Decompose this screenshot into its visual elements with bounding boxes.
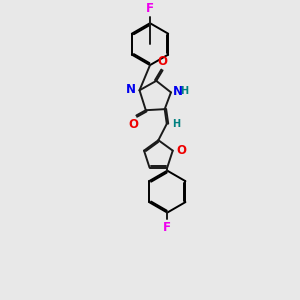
- Text: O: O: [158, 55, 168, 68]
- Text: N: N: [172, 85, 183, 98]
- Text: F: F: [163, 221, 171, 234]
- Text: O: O: [129, 118, 139, 130]
- Text: H: H: [172, 119, 180, 129]
- Text: H: H: [180, 86, 188, 96]
- Text: N: N: [126, 83, 136, 96]
- Text: F: F: [146, 2, 154, 15]
- Text: O: O: [176, 144, 187, 157]
